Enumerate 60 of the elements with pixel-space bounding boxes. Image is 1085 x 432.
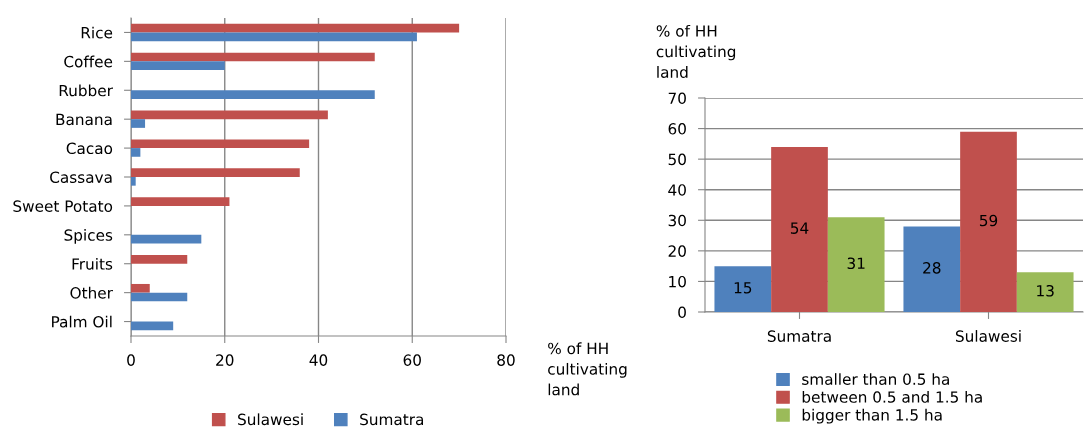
x-tick-label: 20 <box>216 354 234 366</box>
y-tick-label: Cassava <box>50 171 112 184</box>
bar <box>131 139 310 149</box>
y-tick-label: Rubber <box>59 84 113 97</box>
bar <box>131 32 417 42</box>
bar <box>960 131 1017 312</box>
legend-label: Sumatra <box>360 413 424 426</box>
data-label: 28 <box>923 262 941 274</box>
bar <box>903 226 961 312</box>
bar <box>131 197 230 206</box>
bar <box>714 266 772 312</box>
y-tick-label: Coffee <box>64 55 113 68</box>
bar <box>131 90 375 99</box>
y-tick-label: Other <box>70 286 113 299</box>
x-tick-label: 60 <box>403 354 421 366</box>
y-tick-label: 10 <box>669 275 686 288</box>
legend-label: between 0.5 and 1.5 ha <box>802 390 982 403</box>
x-tick-label: 0 <box>127 354 135 366</box>
y-tick-label: 50 <box>668 153 686 166</box>
bar <box>1016 272 1074 312</box>
y-tick-label: 30 <box>668 214 686 227</box>
x-tick-label: 80 <box>497 354 515 366</box>
bar <box>131 255 188 264</box>
y-tick-label: 70 <box>668 92 686 105</box>
legend-label: smaller than 0.5 ha <box>802 373 949 385</box>
bar <box>827 217 885 312</box>
bar <box>131 292 188 302</box>
x-axis-title: % of HH cultivating land <box>548 342 627 396</box>
bar <box>131 168 300 177</box>
data-label: 15 <box>734 282 752 294</box>
legend-label: bigger than 1.5 ha <box>802 408 942 424</box>
y-tick-label: Fruits <box>72 257 113 270</box>
y-tick-label: 40 <box>668 184 686 196</box>
y-tick-label: Cacao <box>66 142 113 155</box>
data-label: 13 <box>1037 285 1054 297</box>
x-tick-label: 40 <box>309 354 328 366</box>
data-label: 54 <box>790 222 809 234</box>
data-label: 59 <box>979 214 998 227</box>
y-tick-label: 60 <box>668 123 686 135</box>
y-axis-title: % of HH cultivating land <box>656 24 736 78</box>
y-tick-label: Banana <box>56 113 112 126</box>
bar <box>131 61 225 71</box>
bar <box>131 148 141 157</box>
data-label: 31 <box>847 257 865 270</box>
bar <box>131 283 150 293</box>
legend-label: Sulawesi <box>238 413 303 426</box>
y-tick-label: 20 <box>668 245 686 257</box>
bar <box>131 119 146 128</box>
bar <box>771 146 828 312</box>
bar <box>131 110 328 120</box>
bar <box>131 52 375 62</box>
bar <box>131 177 136 186</box>
y-tick-label: 0 <box>678 306 686 319</box>
y-tick-label: Sweet Potato <box>13 200 113 212</box>
bar <box>131 234 202 244</box>
y-tick-label: Spices <box>64 229 113 244</box>
bar <box>131 321 174 331</box>
bar <box>131 23 460 33</box>
y-tick-label: Rice <box>81 26 113 39</box>
y-tick-label: Palm Oil <box>52 315 112 328</box>
